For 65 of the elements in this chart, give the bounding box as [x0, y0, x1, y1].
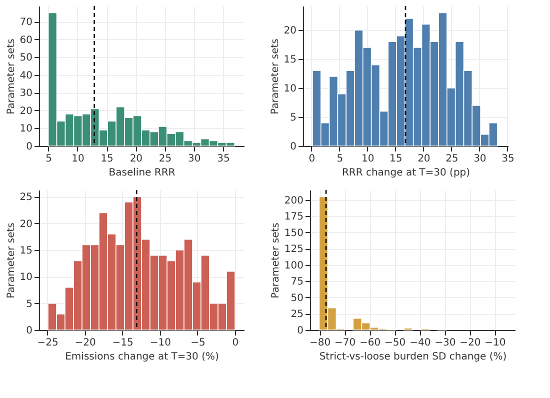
y-tick-label: 0 — [26, 142, 32, 152]
x-tick-label: 35 — [502, 154, 514, 164]
x-tick-label: 30 — [474, 154, 486, 164]
x-tick-label: −50 — [384, 338, 406, 348]
x-tick-label: 20 — [130, 154, 143, 164]
x-tick-label: −25 — [37, 338, 58, 348]
y-tick-label: 0 — [290, 142, 296, 152]
y-axis-title: Parameter sets — [6, 222, 17, 298]
y-tick-label: 40 — [20, 70, 32, 82]
x-tick-label: 15 — [100, 154, 114, 164]
y-tick-label: 10 — [20, 272, 32, 284]
y-axis-title: Parameter sets — [270, 38, 281, 114]
x-tick-label: 0 — [308, 154, 316, 164]
x-tick-label: 30 — [188, 154, 201, 164]
x-tick-label: 0 — [232, 338, 239, 348]
y-tick-label: 20 — [20, 106, 32, 117]
y-axis-title: Parameter sets — [6, 38, 17, 114]
y-tick-label: 20 — [20, 218, 32, 230]
y-tick-label: 0 — [297, 326, 304, 336]
x-tick-label: 5 — [336, 154, 344, 164]
x-tick-label: −30 — [434, 338, 456, 348]
y-tick-label: 10 — [20, 124, 32, 135]
x-tick-label: −60 — [360, 338, 381, 348]
y-tick-label: 20 — [284, 26, 296, 37]
x-tick-label: −20 — [74, 338, 96, 348]
x-tick-label: 35 — [217, 154, 230, 164]
x-tick-label: 10 — [362, 154, 374, 164]
x-tick-label: 20 — [418, 154, 430, 164]
y-tick-label: 15 — [20, 246, 32, 256]
y-tick-label: 125 — [284, 244, 304, 256]
x-tick-label: 5 — [46, 154, 52, 164]
x-tick-label: −20 — [460, 338, 481, 348]
y-axis-title: Parameter sets — [270, 222, 282, 298]
x-axis-title: Emissions change at T=30 (%) — [65, 352, 219, 362]
x-tick-label: 25 — [446, 154, 458, 164]
x-tick-label: −80 — [309, 338, 331, 348]
y-tick-label: 0 — [26, 326, 32, 336]
y-tick-label: 25 — [290, 309, 304, 320]
y-tick-label: 15 — [284, 54, 296, 66]
x-tick-label: −10 — [150, 338, 171, 348]
x-axis-title: Strict-vs-loose burden SD change (%) — [319, 352, 507, 362]
y-tick-label: 200 — [284, 195, 304, 206]
y-tick-label: 10 — [284, 84, 296, 95]
y-tick-label: 100 — [284, 260, 304, 272]
x-axis-title: RRR change at T=30 (pp) — [342, 168, 470, 178]
y-tick-label: 25 — [20, 192, 32, 204]
y-tick-label: 70 — [20, 17, 32, 28]
x-tick-label: 10 — [72, 154, 84, 164]
y-tick-label: 150 — [284, 228, 304, 239]
x-tick-label: −15 — [112, 338, 134, 348]
y-tick-label: 30 — [20, 88, 32, 100]
x-axis-title: Baseline RRR — [108, 168, 176, 178]
y-tick-label: 75 — [290, 276, 304, 288]
y-tick-label: 5 — [290, 112, 296, 124]
x-tick-label: −5 — [190, 338, 206, 348]
y-tick-label: 60 — [20, 34, 32, 46]
y-tick-label: 50 — [290, 292, 304, 304]
y-tick-label: 175 — [284, 212, 304, 223]
x-tick-label: −10 — [484, 338, 506, 348]
x-tick-label: 15 — [390, 154, 402, 164]
x-tick-label: −40 — [410, 338, 431, 348]
y-tick-label: 50 — [20, 52, 32, 64]
y-tick-label: 5 — [26, 298, 32, 310]
x-tick-label: 25 — [158, 154, 172, 164]
x-tick-label: −70 — [334, 338, 356, 348]
